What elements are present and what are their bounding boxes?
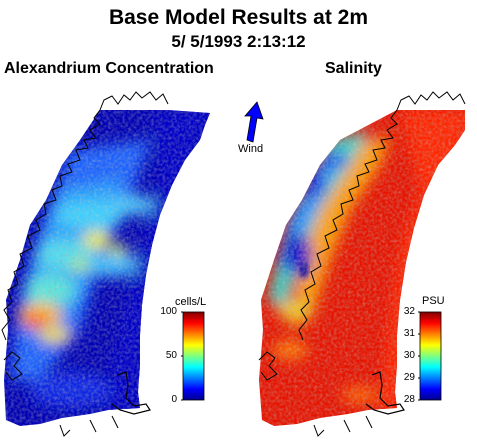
figure-title: Base Model Results at 2m (108, 6, 369, 29)
salinity-colorbar-tick: 30 (403, 350, 415, 361)
figure-timestamp: 5/ 5/1993 2:13:12 (171, 32, 306, 51)
salinity-colorbar-unit: PSU (422, 295, 445, 307)
salinity-map (258, 91, 466, 437)
alexandrium-panel-title: Alexandrium Concentration (4, 60, 214, 77)
salinity-colorbar (419, 311, 442, 401)
salinity-colorbar-tick: 29 (403, 372, 415, 383)
wind-arrow-icon (244, 101, 264, 143)
alexandrium-map (1, 91, 210, 437)
wind-label: Wind (238, 143, 264, 155)
salinity-colorbar-tick: 32 (403, 306, 415, 317)
alexandrium-colorbar-tick: 50 (165, 350, 177, 361)
alexandrium-colorbar-tick: 100 (160, 306, 177, 317)
salinity-colorbar-tick: 31 (403, 328, 415, 339)
alexandrium-colorbar-unit: cells/L (175, 296, 207, 308)
salinity-colorbar-tick: 28 (403, 394, 415, 405)
alexandrium-colorbar (182, 311, 205, 401)
alexandrium-colorbar-tick: 0 (171, 394, 177, 405)
salinity-panel-title: Salinity (325, 60, 382, 77)
